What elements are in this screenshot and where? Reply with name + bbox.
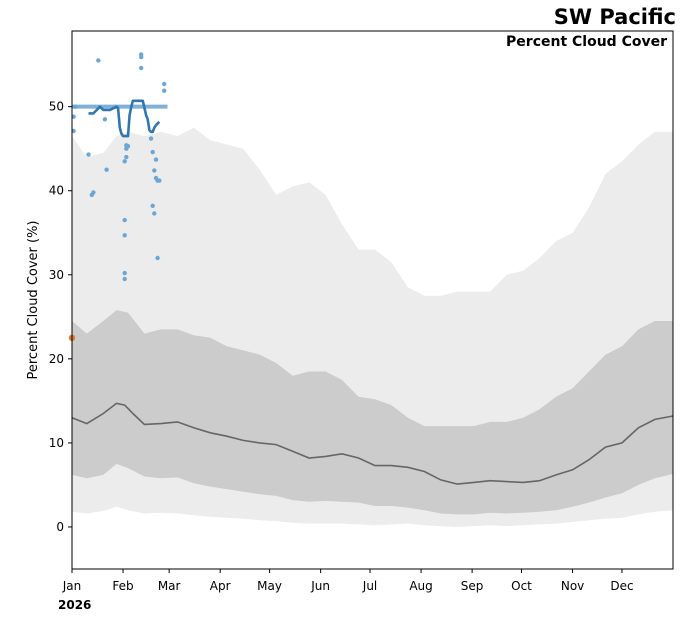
x-tick-label: Jun [310, 579, 330, 593]
observed-point [122, 270, 127, 276]
observed-point [148, 136, 154, 141]
y-axis: 0 10 20 30 40 50 [49, 100, 72, 534]
y-axis-title: Percent Cloud Cover (%) [26, 220, 41, 379]
observed-point [124, 154, 129, 160]
observed-smoothed-line [88, 99, 161, 138]
x-tick-label: Jan [62, 579, 82, 593]
x-tick-label: Aug [409, 579, 432, 593]
observed-point [96, 58, 101, 63]
observed-data [68, 52, 168, 342]
observed-point [86, 152, 91, 157]
observed-point [91, 190, 96, 195]
x-tick-label: Dec [610, 579, 633, 593]
climatology-p10-p90-band [72, 310, 673, 515]
x-tick-label: Feb [112, 579, 133, 593]
median-line [71, 402, 674, 485]
observed-point [153, 157, 159, 162]
year-label: 2026 [58, 598, 91, 612]
chart-subtitle: Percent Cloud Cover [506, 34, 667, 50]
observed-point [104, 167, 109, 172]
observed-point [162, 81, 167, 87]
observed-point [139, 65, 144, 71]
observed-point [152, 211, 157, 216]
x-tick-label: Apr [210, 579, 231, 593]
x-axis: Jan Feb Mar Apr May Jun Jul Aug Sep Oct Nov Dec [62, 569, 634, 593]
y-tick-label: 40 [49, 184, 64, 198]
y-tick-label: 20 [49, 352, 64, 366]
x-tick-label: Sep [461, 579, 484, 593]
observed-point [157, 178, 162, 183]
observed-point [162, 88, 167, 93]
plot-frame [71, 30, 674, 570]
observed-point [152, 168, 157, 173]
y-tick-label: 10 [49, 436, 64, 450]
observed-point [122, 217, 127, 223]
observed-point [139, 54, 144, 60]
observed-point [125, 144, 131, 149]
x-tick-label: Mar [158, 579, 181, 593]
observed-point [150, 203, 155, 208]
x-tick-label: May [257, 579, 282, 593]
chart-title: SW Pacific [554, 5, 676, 29]
x-tick-label: Nov [561, 579, 584, 593]
x-tick-label: Jul [362, 579, 377, 593]
y-tick-label: 50 [49, 100, 64, 114]
observed-point [122, 276, 127, 282]
observed-point [122, 233, 127, 238]
observed-point [155, 255, 160, 261]
climatology-bands [72, 127, 673, 527]
observed-point [102, 117, 108, 122]
observed-point [122, 159, 127, 164]
observed-point [150, 149, 155, 155]
y-tick-label: 0 [56, 520, 64, 534]
climatology-median-line [71, 402, 674, 485]
observed-point [73, 104, 78, 109]
y-tick-label: 30 [49, 268, 64, 282]
x-tick-label: Oct [511, 579, 532, 593]
